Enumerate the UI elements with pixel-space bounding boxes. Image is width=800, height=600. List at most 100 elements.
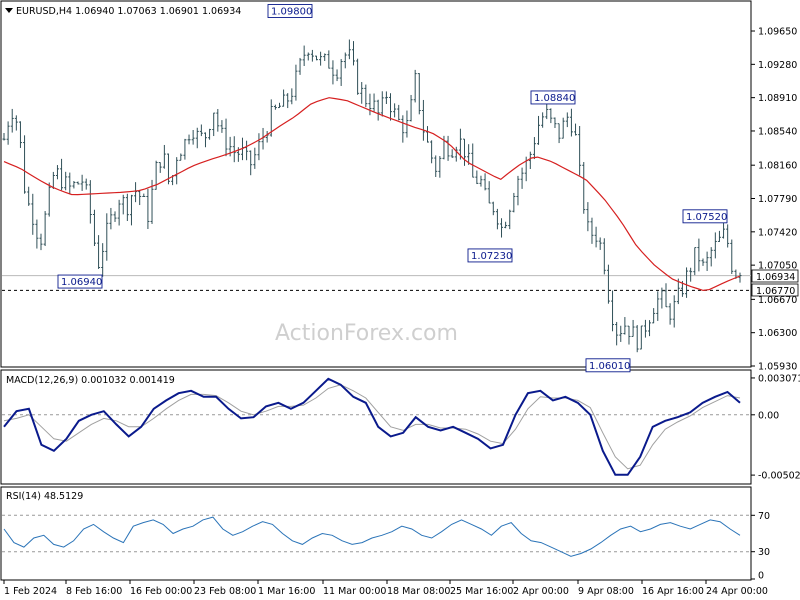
ohlc-bar [191,130,195,145]
dropdown-triangle-icon[interactable] [5,8,13,13]
rsi-panel-frame [0,486,752,581]
ohlc-bar [60,158,64,191]
time-tick-label: 8 Feb 16:00 [66,586,122,597]
ohlc-bar [294,64,298,101]
swing-annotation: 1.09800 [267,4,313,18]
svg-text:1.07230: 1.07230 [471,251,512,262]
ohlc-bar [648,320,652,337]
ohlc-bar [380,91,384,117]
svg-text:1.09800: 1.09800 [271,7,312,18]
ohlc-bar [195,127,199,149]
macd-tick-label: 0.003071 [758,373,800,384]
ohlc-bar [2,133,6,141]
ohlc-bar [713,232,717,259]
ohlc-bar [479,175,483,187]
ohlc-bar [697,238,701,272]
ohlc-bar [183,138,187,160]
ohlc-bar [134,182,138,203]
ohlc-bar [569,108,573,137]
ohlc-bar [606,264,610,304]
ohlc-bar [351,41,355,66]
price-panel-header: EURUSD,H4 1.06940 1.07063 1.06901 1.0693… [16,6,241,17]
ohlc-bar [417,73,421,115]
ohlc-bar [590,217,594,244]
ohlc-bar [121,194,125,215]
macd-panel-header: MACD(12,26,9) 0.001032 0.001419 [6,375,175,386]
macd-main-line [3,377,741,476]
watermark: ActionForex.com [275,321,458,346]
ohlc-bar [179,153,183,161]
ohlc-bar [393,103,397,118]
ohlc-bar [146,188,150,229]
ohlc-bar [55,165,59,180]
ohlc-bar [376,99,380,121]
ohlc-bar [306,52,310,61]
ohlc-bar [738,272,742,283]
ohlc-bar [84,178,88,190]
ohlc-bar [347,39,351,60]
time-tick-label: 2 Apr 00:00 [513,586,569,597]
ohlc-bar [602,238,606,275]
ohlc-bar [578,125,582,176]
ohlc-bar [282,89,286,107]
ohlc-bar [615,321,619,346]
ohlc-bar [97,235,101,269]
swing-annotation: 1.06940 [57,274,103,289]
ohlc-bar [520,167,524,189]
ohlc-bar [323,53,327,62]
price-tick-label: 1.07420 [758,227,797,238]
ohlc-bar [76,181,80,185]
ohlc-bar [249,150,253,176]
swing-annotation: 1.06010 [585,358,631,373]
ohlc-bar [158,162,162,173]
rsi-tick-label: 70 [758,511,770,522]
ohlc-bar [368,93,372,116]
ohlc-bar [434,155,438,177]
ohlc-bar [142,193,146,197]
ohlc-bar [105,213,109,261]
ohlc-bar [257,133,261,161]
ohlc-bar [150,179,154,224]
ohlc-bar [18,121,22,148]
ohlc-bar [475,170,479,185]
ohlc-bar [298,57,302,75]
ohlc-bar [302,45,306,67]
ohlc-bar [668,303,672,325]
ohlc-bar [319,51,323,66]
ohlc-bar [672,295,676,328]
price-panel-frame [0,0,752,368]
ohlc-bar [652,308,656,324]
ohlc-bar [471,143,475,178]
time-tick-label: 11 Mar 00:00 [323,586,386,597]
rsi-layer: 70 30 0 [2,511,770,582]
ohlc-bar [730,239,734,275]
ohlc-bar [389,93,393,121]
ohlc-bar [27,186,31,206]
price-tick-label: 1.09650 [758,27,797,38]
price-tick-label: 1.07790 [758,194,797,205]
ohlc-bar [162,144,166,169]
ohlc-bar [43,211,47,247]
ohlc-bar [113,211,117,222]
ohlc-bar [553,117,557,128]
ohlc-bar [664,283,668,308]
ohlc-bar [627,325,631,345]
ohlc-bar [273,104,277,110]
ohlc-bar [290,88,294,105]
moving-average-line [3,97,741,292]
ohlc-bar [454,146,458,162]
ohlc-bar [356,58,360,95]
macd-signal-line [3,384,741,470]
current-price-badge [751,269,799,283]
ohlc-bar [117,199,121,226]
ohlc-bar [483,173,487,191]
ohlc-bar [35,219,39,249]
ohlc-bar [327,50,331,69]
ohlc-bar [269,99,273,137]
time-tick-label: 25 Mar 16:00 [450,586,513,597]
ohlc-bar [335,69,339,82]
ohlc-bar [212,112,216,137]
price-tick-label: 1.06300 [758,328,797,339]
ohlc-bar [611,290,615,332]
